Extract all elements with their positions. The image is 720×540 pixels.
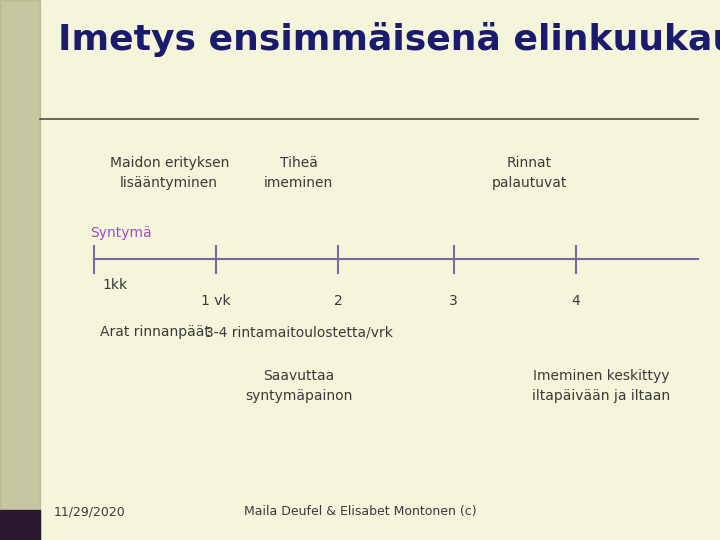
Text: Tiheä
imeminen: Tiheä imeminen (264, 156, 333, 190)
Bar (0, 0, 40, 540)
Text: Maidon erityksen
lisääntyminen: Maidon erityksen lisääntyminen (109, 156, 229, 190)
Text: 1 vk: 1 vk (201, 294, 231, 308)
Text: Arat rinnanpäät: Arat rinnanpäät (100, 325, 210, 339)
Text: Saavuttaa
syntymäpainon: Saavuttaa syntymäpainon (245, 369, 353, 403)
Text: Rinnat
palautuvat: Rinnat palautuvat (492, 156, 567, 190)
Text: 3: 3 (449, 294, 458, 308)
Text: 11/29/2020: 11/29/2020 (54, 505, 126, 518)
Text: 3-4 rintamaitoulostetta/vrk: 3-4 rintamaitoulostetta/vrk (205, 325, 392, 339)
Text: Imeminen keskittyy
iltapäivään ja iltaan: Imeminen keskittyy iltapäivään ja iltaan (532, 369, 670, 403)
Text: 2: 2 (334, 294, 343, 308)
Text: 4: 4 (572, 294, 580, 308)
Text: 1kk: 1kk (102, 278, 127, 292)
Text: Syntymä: Syntymä (90, 226, 152, 240)
Text: Maila Deufel & Elisabet Montonen (c): Maila Deufel & Elisabet Montonen (c) (243, 505, 477, 518)
Bar (0, 510, 40, 540)
Text: Imetys ensimmäisenä elinkuukautena: Imetys ensimmäisenä elinkuukautena (58, 22, 720, 57)
